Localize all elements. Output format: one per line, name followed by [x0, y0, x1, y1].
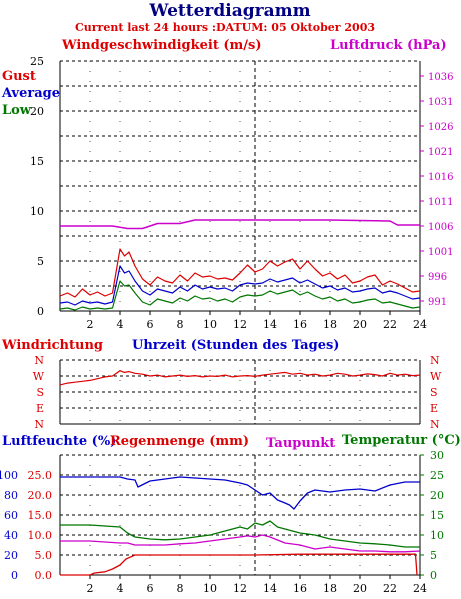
temp-y-tick-label: 5 [430, 549, 437, 562]
dir-label-right: S [430, 386, 438, 399]
wind-x-tick-label: 8 [177, 318, 184, 331]
humidity-temperature-plot: 0 20 40 60 80 100 0.0 5.0 10.0 15.0 20.0 25.0 0 5 10 15… [0, 449, 444, 595]
hum-x-tick-label: 6 [147, 582, 154, 595]
series-luftdruck [60, 219, 420, 230]
temp-y-tick-label: 30 [430, 449, 444, 462]
hum-x-tick-label: 20 [353, 582, 367, 595]
pressure-y-tick-label: 1016 [428, 172, 453, 183]
series-gust [59, 248, 421, 298]
rain-y-tick-label: 5.0 [35, 549, 53, 562]
pressure-y-tick-label: 1026 [428, 122, 453, 133]
pressure-y-tick-label: 1006 [428, 222, 453, 233]
chart-subtitle: Current last 24 hours :DATUM: 05 Oktober… [75, 21, 375, 34]
wind-x-tick-label: 16 [293, 318, 307, 331]
humidity-y-tick-label: 40 [4, 529, 18, 542]
dir-label-left: S [36, 386, 44, 399]
time-axis-title: Uhrzeit (Stunden des Tages) [132, 338, 339, 353]
rain-y-tick-label: 20.0 [28, 489, 53, 502]
temp-y-tick-label: 20 [430, 489, 444, 502]
legend-average: Average [1, 86, 60, 101]
wind-x-tick-label: 10 [203, 318, 217, 331]
chart-title: Wetterdiagramm [148, 1, 310, 21]
rain-axis-title: Regenmenge (mm) [110, 434, 249, 449]
temperature-axis-unit: °C) [438, 433, 461, 448]
rain-y-tick-label: 25.0 [28, 469, 53, 482]
wind-x-tick-label: 4 [117, 318, 124, 331]
humidity-y-tick-label: 100 [0, 469, 18, 482]
wind-y-tick-label: 0 [37, 305, 44, 318]
series-regenmenge [60, 553, 418, 576]
wind-x-tick-label: 24 [413, 318, 427, 331]
humidity-y-tick-label: 20 [4, 549, 18, 562]
dir-label-left: W [33, 370, 45, 383]
wind-x-tick-label: 12 [233, 318, 247, 331]
dewpoint-title: Taupunkt [266, 436, 335, 451]
dir-label-left: N [34, 418, 44, 431]
series-taupunkt [60, 534, 421, 553]
dir-label-right: W [430, 370, 442, 383]
pressure-y-tick-label: 1011 [428, 197, 453, 208]
wind-x-tick-label: 20 [353, 318, 367, 331]
hum-x-tick-label: 4 [117, 582, 124, 595]
pressure-y-tick-label: 1021 [428, 147, 453, 158]
series-low [59, 280, 421, 311]
temperature-axis-title: Temperatur (°C) [342, 433, 461, 448]
wind-x-tick-label: 18 [323, 318, 337, 331]
hum-x-tick-label: 18 [323, 582, 337, 595]
pressure-y-tick-label: 1036 [428, 72, 453, 83]
temperature-axis-title-text: Temperatur ( [342, 433, 438, 448]
wind-x-tick-label: 2 [87, 318, 94, 331]
temp-y-tick-label: 10 [430, 529, 444, 542]
series-wind-direction [59, 370, 421, 386]
humidity-y-tick-label: 80 [4, 489, 18, 502]
humidity-axis-title: Luftfeuchte (%) [2, 434, 116, 449]
rain-y-tick-label: 0.0 [35, 569, 53, 582]
wind-y-tick-label: 5 [37, 255, 44, 268]
wind-pressure-plot: 0510152025991996100110061011101610211026… [30, 55, 453, 331]
hum-x-tick-label: 10 [203, 582, 217, 595]
temp-y-tick-label: 25 [430, 469, 444, 482]
hum-x-tick-label: 2 [87, 582, 94, 595]
rain-y-tick-label: 10.0 [28, 529, 53, 542]
wind-x-tick-label: 22 [383, 318, 397, 331]
hum-x-tick-label: 8 [177, 582, 184, 595]
series-average [59, 265, 421, 306]
legend-gust: Gust [2, 69, 36, 84]
series-temperatur [60, 520, 420, 548]
pressure-y-tick-label: 991 [428, 297, 447, 308]
pressure-y-tick-label: 996 [428, 272, 447, 283]
wind-y-tick-label: 25 [30, 55, 44, 68]
pressure-y-tick-label: 1001 [428, 247, 453, 258]
dir-label-right: N [430, 354, 440, 367]
wind-x-tick-label: 6 [147, 318, 154, 331]
wind-speed-axis-title: Windgeschwindigkeit (m/s) [61, 38, 261, 53]
dir-label-right: E [430, 402, 438, 415]
pressure-axis-title: Luftdruck (hPa) [330, 38, 447, 53]
wind-y-tick-label: 10 [30, 205, 44, 218]
wind-direction-plot: N NW WS SE EN N [33, 354, 442, 431]
wind-y-tick-label: 20 [30, 105, 44, 118]
temp-y-tick-label: 0 [430, 569, 437, 582]
hum-x-tick-label: 22 [383, 582, 397, 595]
humidity-y-tick-label: 0 [11, 569, 18, 582]
wind-y-tick-label: 15 [30, 155, 44, 168]
wind-x-tick-label: 14 [263, 318, 277, 331]
wind-direction-title: Windrichtung [1, 338, 103, 353]
temp-y-tick-label: 15 [430, 509, 444, 522]
hum-x-tick-label: 12 [233, 582, 247, 595]
hum-x-tick-label: 14 [263, 582, 277, 595]
humidity-y-tick-label: 60 [4, 509, 18, 522]
legend-low: Low [2, 103, 32, 118]
hum-x-tick-label: 24 [413, 582, 427, 595]
hum-x-tick-label: 16 [293, 582, 307, 595]
pressure-y-tick-label: 1031 [428, 97, 453, 108]
dir-label-left: N [34, 354, 44, 367]
dir-label-right: N [430, 418, 440, 431]
rain-y-tick-label: 15.0 [28, 509, 53, 522]
dir-label-left: E [36, 402, 44, 415]
series-luftfeuchte [60, 476, 420, 510]
